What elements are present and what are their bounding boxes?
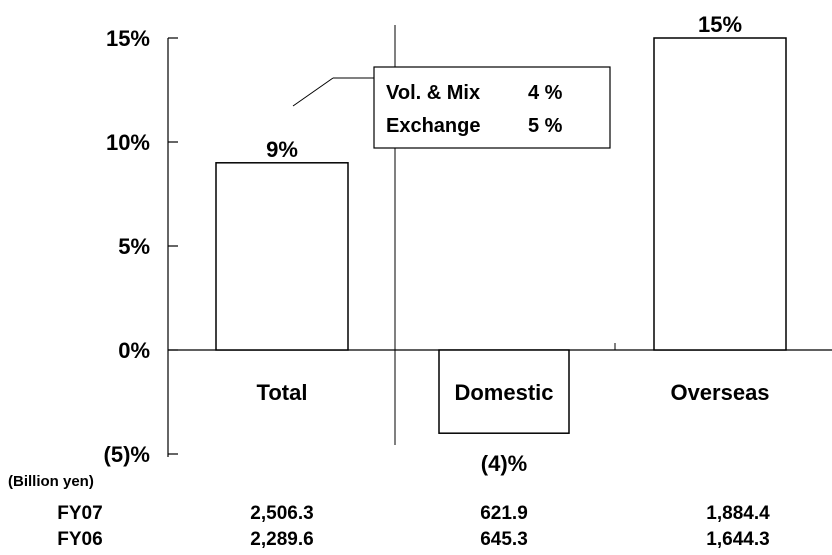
- value-label-total: 9%: [266, 137, 298, 162]
- callout-line1-name: Vol. & Mix: [386, 82, 480, 104]
- table-cell: 2,506.3: [250, 503, 313, 524]
- callout-line1-value: 4 %: [528, 82, 563, 104]
- table-cell: 1,644.3: [706, 529, 769, 550]
- data-table: (Billion yen) FY07 2,506.3 621.9 1,884.4FY0…: [8, 473, 770, 550]
- callout-line2-name: Exchange: [386, 115, 480, 137]
- bar-overseas: [653, 37, 787, 351]
- table-rows: FY07 2,506.3 621.9 1,884.4 FY06 2,289.6 645.3 1…: [57, 503, 770, 550]
- bar-total: [215, 162, 349, 351]
- bars: [215, 37, 787, 434]
- y-tick-label: 15%: [106, 26, 150, 51]
- table-cell: 645.3: [480, 529, 528, 550]
- category-label-overseas: Overseas: [670, 380, 769, 405]
- table-row-label: FY06: [57, 529, 102, 550]
- y-tick-label: 5%: [118, 234, 150, 259]
- category-label-domestic: Domestic: [454, 380, 553, 405]
- table-cell: 621.9: [480, 503, 528, 524]
- callout-box: [373, 66, 611, 149]
- annotation-callout: Vol. & Mix 4 % Exchange 5 %: [292, 66, 611, 149]
- table-cell: 1,884.4: [706, 503, 770, 524]
- y-tick-label: 10%: [106, 130, 150, 155]
- y-tick-label: (5)%: [104, 442, 150, 467]
- value-label-overseas: 15%: [698, 12, 742, 37]
- y-ticks: 15% 10% 5% 0% (5)%: [104, 26, 178, 467]
- table-unit-label: (Billion yen): [8, 473, 94, 490]
- table-row-label: FY07: [57, 503, 102, 524]
- callout-line2-value: 5 %: [528, 115, 563, 137]
- callout-leader: [292, 77, 334, 107]
- value-labels: 9% (4)% 15%: [266, 12, 742, 476]
- table-cell: 2,289.6: [250, 529, 313, 550]
- y-tick-label: 0%: [118, 338, 150, 363]
- value-label-domestic: (4)%: [481, 451, 527, 476]
- category-labels: Total Domestic Overseas: [257, 380, 770, 405]
- bar-domestic: [438, 349, 570, 434]
- category-label-total: Total: [257, 380, 308, 405]
